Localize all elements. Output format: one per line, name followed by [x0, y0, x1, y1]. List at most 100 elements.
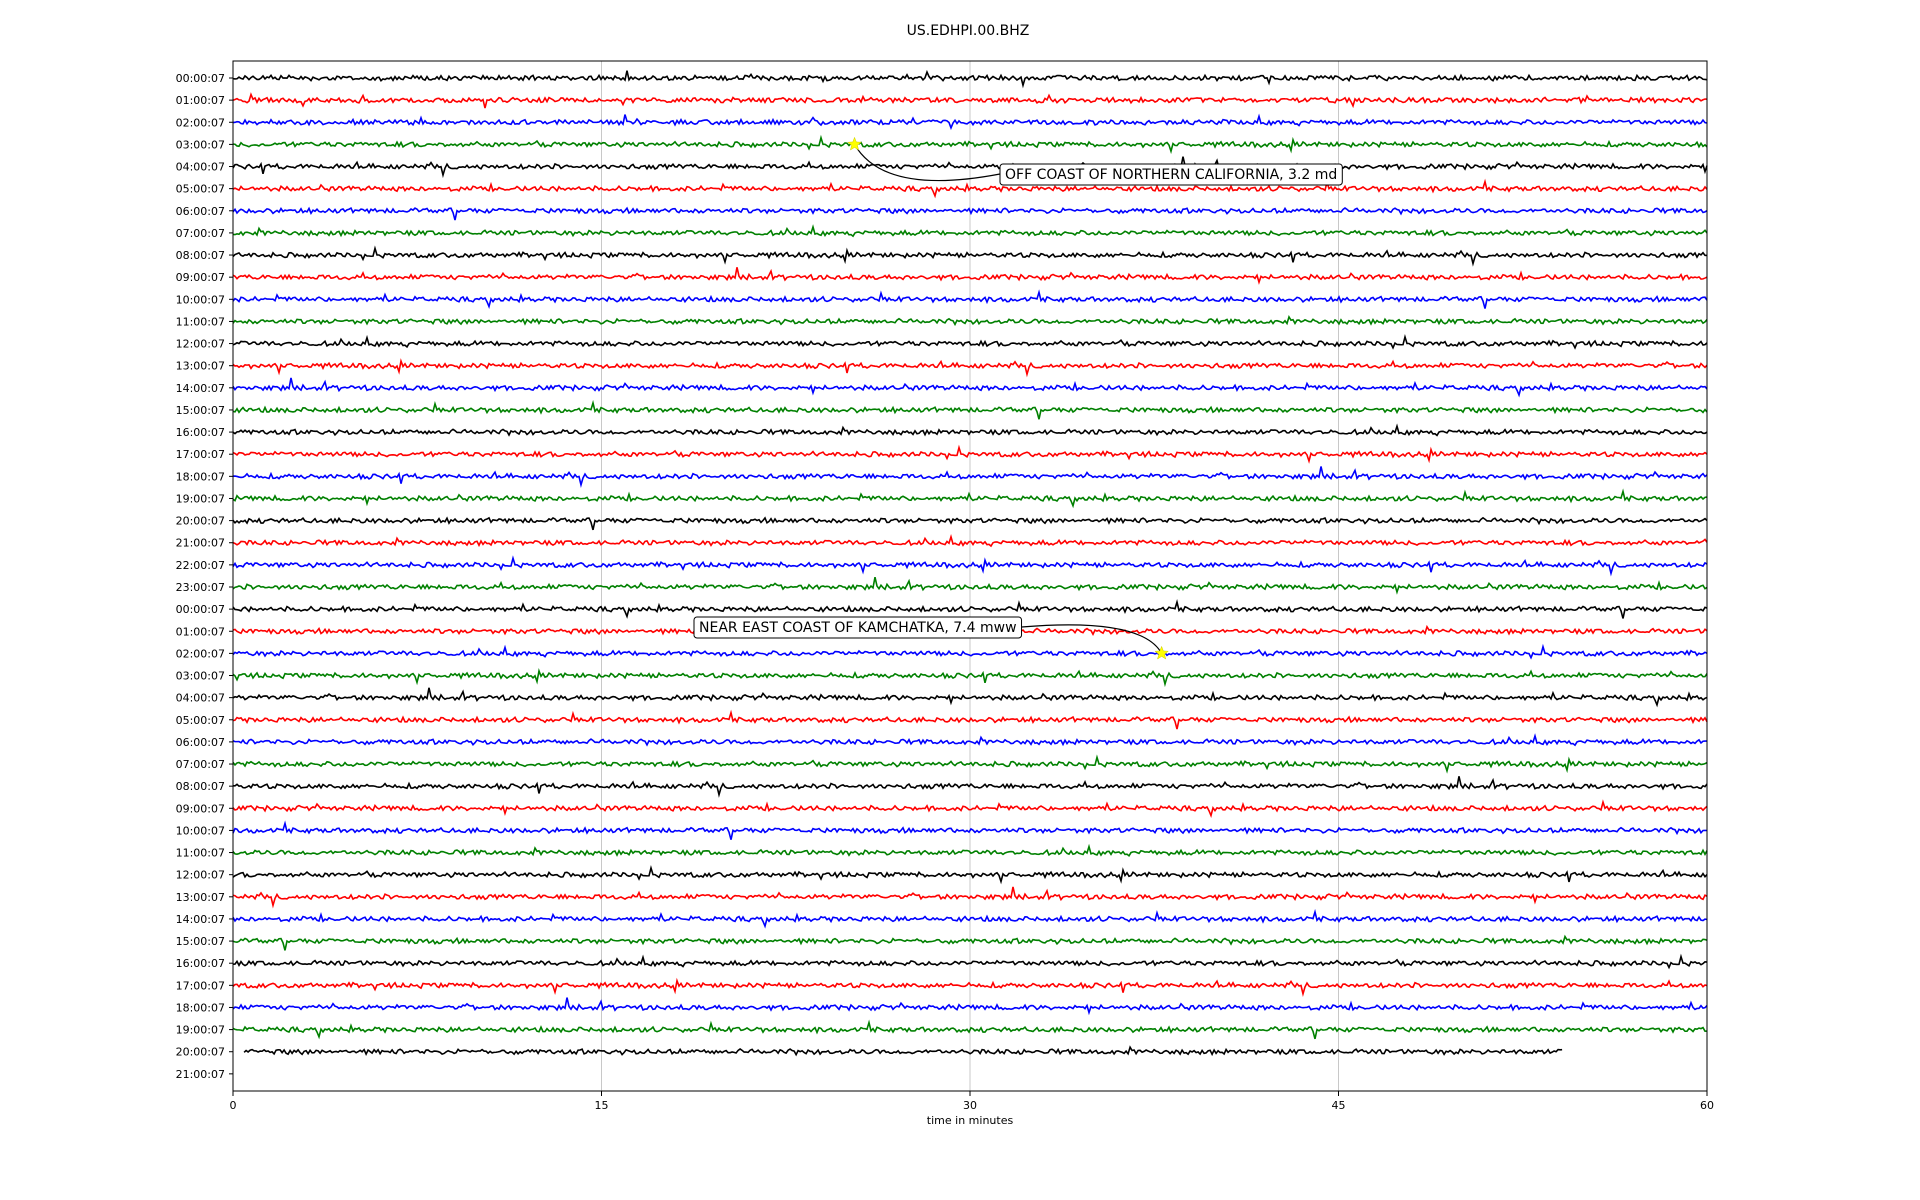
trace-row-26 — [232, 643, 1708, 660]
trace-row-6 — [232, 206, 1708, 221]
event-star-marker-0 — [847, 136, 862, 151]
x-tick-label-0: 0 — [230, 1099, 237, 1112]
row-label-19: 19:00:07 — [176, 492, 225, 505]
x-axis-label: time in minutes — [927, 1114, 1014, 1127]
row-label-40: 16:00:07 — [176, 957, 225, 970]
event-connector-1 — [1021, 624, 1163, 654]
row-label-33: 09:00:07 — [176, 802, 225, 815]
trace-row-9 — [232, 267, 1708, 285]
row-label-15: 15:00:07 — [176, 404, 225, 417]
row-label-28: 04:00:07 — [176, 692, 225, 705]
event-label-box-1 — [693, 616, 1023, 639]
trace-row-7 — [232, 224, 1708, 238]
event-label-1: NEAR EAST COAST OF KAMCHATKA, 7.4 mww — [699, 620, 1017, 636]
trace-row-20 — [232, 516, 1708, 531]
row-label-16: 16:00:07 — [176, 426, 225, 439]
row-label-17: 17:00:07 — [176, 448, 225, 461]
row-label-25: 01:00:07 — [176, 625, 225, 638]
trace-row-21 — [232, 533, 1708, 548]
row-label-32: 08:00:07 — [176, 780, 225, 793]
trace-row-16 — [232, 423, 1708, 437]
trace-row-27 — [232, 667, 1708, 688]
row-label-4: 04:00:07 — [176, 161, 225, 174]
event-connector-0 — [854, 144, 1001, 182]
row-label-26: 02:00:07 — [176, 647, 225, 660]
trace-row-35 — [232, 843, 1708, 858]
trace-row-0 — [232, 69, 1708, 89]
row-label-0: 00:00:07 — [176, 72, 225, 85]
trace-row-18 — [232, 466, 1708, 489]
trace-row-31 — [232, 754, 1708, 774]
trace-row-38 — [232, 908, 1708, 929]
row-label-31: 07:00:07 — [176, 758, 225, 771]
row-label-14: 14:00:07 — [176, 382, 225, 395]
trace-row-44 — [243, 1045, 1563, 1057]
row-label-44: 20:00:07 — [176, 1046, 225, 1059]
event-label-0: OFF COAST OF NORTHERN CALIFORNIA, 3.2 md — [1005, 167, 1337, 183]
x-tick-label-4: 60 — [1700, 1099, 1714, 1112]
trace-row-13 — [232, 358, 1708, 378]
trace-row-30 — [232, 733, 1708, 747]
trace-row-11 — [232, 315, 1708, 327]
row-label-2: 02:00:07 — [176, 116, 225, 129]
row-label-42: 18:00:07 — [176, 1001, 225, 1014]
trace-row-2 — [232, 113, 1708, 131]
row-label-13: 13:00:07 — [176, 360, 225, 373]
trace-row-33 — [232, 799, 1708, 819]
x-tick-label-3: 45 — [1332, 1099, 1346, 1112]
trace-row-19 — [232, 488, 1708, 509]
row-label-10: 10:00:07 — [176, 293, 225, 306]
row-label-1: 01:00:07 — [176, 94, 225, 107]
trace-row-41 — [232, 977, 1708, 997]
event-annotation-0: OFF COAST OF NORTHERN CALIFORNIA, 3.2 md — [847, 136, 1343, 186]
row-label-23: 23:00:07 — [176, 581, 225, 594]
trace-row-37 — [232, 886, 1708, 909]
trace-row-8 — [232, 245, 1708, 267]
trace-row-24 — [232, 599, 1708, 619]
row-label-27: 03:00:07 — [176, 670, 225, 683]
trace-row-32 — [232, 776, 1708, 798]
x-axis-ticks: 0 15 30 45 60 — [230, 1091, 1714, 1112]
row-label-35: 11:00:07 — [176, 847, 225, 860]
trace-group — [232, 69, 1708, 1057]
row-label-22: 22:00:07 — [176, 559, 225, 572]
trace-row-4 — [232, 156, 1708, 179]
row-label-6: 06:00:07 — [176, 205, 225, 218]
trace-row-1 — [232, 92, 1708, 109]
row-label-12: 12:00:07 — [176, 338, 225, 351]
row-label-36: 12:00:07 — [176, 869, 225, 882]
row-label-20: 20:00:07 — [176, 515, 225, 528]
trace-row-39 — [232, 934, 1708, 951]
trace-row-22 — [232, 555, 1708, 577]
row-label-41: 17:00:07 — [176, 979, 225, 992]
row-label-29: 05:00:07 — [176, 714, 225, 727]
row-label-9: 09:00:07 — [176, 271, 225, 284]
row-label-38: 14:00:07 — [176, 913, 225, 926]
event-annotations: OFF COAST OF NORTHERN CALIFORNIA, 3.2 md… — [693, 136, 1343, 660]
trace-row-17 — [232, 444, 1708, 464]
row-label-5: 05:00:07 — [176, 183, 225, 196]
row-label-37: 13:00:07 — [176, 891, 225, 904]
trace-row-3 — [232, 134, 1708, 155]
trace-row-34 — [232, 820, 1708, 840]
row-label-18: 18:00:07 — [176, 470, 225, 483]
trace-row-15 — [232, 399, 1708, 420]
event-annotation-1: NEAR EAST COAST OF KAMCHATKA, 7.4 mww — [693, 616, 1169, 660]
x-tick-label-2: 30 — [963, 1099, 977, 1112]
row-label-21: 21:00:07 — [176, 537, 225, 550]
event-star-marker-1 — [1154, 645, 1169, 660]
row-label-24: 00:00:07 — [176, 603, 225, 616]
trace-row-10 — [232, 289, 1708, 310]
trace-row-14 — [232, 377, 1708, 398]
trace-row-12 — [232, 333, 1708, 350]
grid-lines — [601, 61, 1339, 1091]
row-label-11: 11:00:07 — [176, 315, 225, 328]
trace-row-40 — [232, 953, 1708, 970]
row-label-43: 19:00:07 — [176, 1024, 225, 1037]
trace-row-29 — [232, 709, 1708, 730]
row-label-7: 07:00:07 — [176, 227, 225, 240]
x-tick-label-1: 15 — [595, 1099, 609, 1112]
trace-row-23 — [232, 576, 1708, 595]
trace-row-5 — [232, 178, 1708, 199]
trace-row-42 — [232, 997, 1708, 1016]
